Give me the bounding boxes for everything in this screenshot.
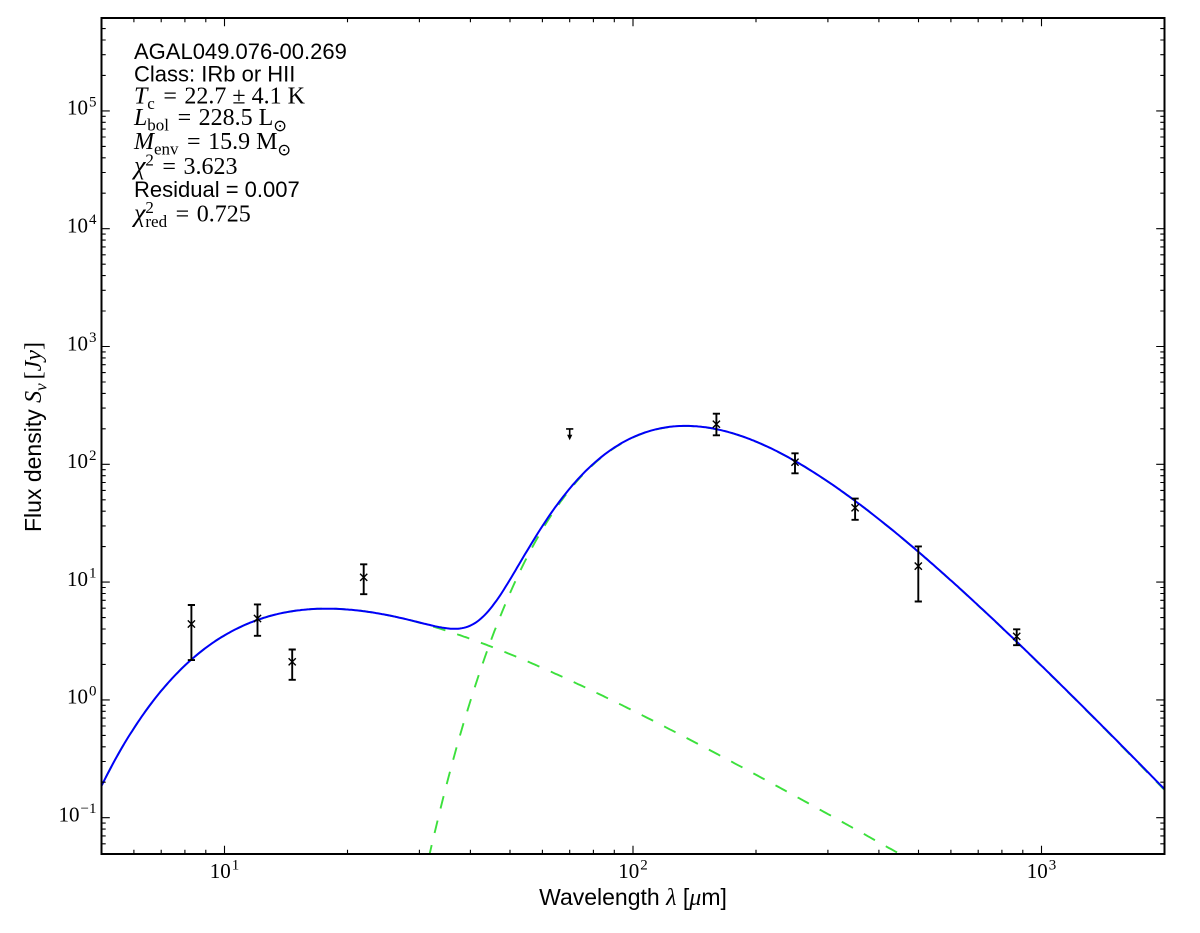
svg-text:Tc=22.7 ± 4.1 K: Tc = 22.7 ± 4.1 K bbox=[134, 84, 306, 114]
svg-text:101: 101 bbox=[210, 857, 240, 883]
svg-text:Residual = 0.007: Residual = 0.007 bbox=[134, 177, 300, 202]
svg-text:10−1: 10−1 bbox=[59, 801, 97, 826]
svg-text:χ2=3.623: χ2 = 3.623 bbox=[131, 151, 238, 181]
svg-text:101: 101 bbox=[67, 566, 97, 591]
svg-text:Lbol=228.5 L: Lbol = 228.5 L bbox=[133, 105, 273, 135]
svg-text:103: 103 bbox=[67, 330, 97, 355]
svg-text:103: 103 bbox=[1027, 857, 1057, 883]
svg-text:100: 100 bbox=[67, 683, 97, 708]
svg-text:AGAL049.076-00.269: AGAL049.076-00.269 bbox=[134, 39, 347, 64]
svg-text:Class: IRb or HII: Class: IRb or HII bbox=[134, 61, 295, 86]
svg-text:Menv=15.9 M: Menv = 15.9 M bbox=[133, 129, 277, 159]
svg-text:102: 102 bbox=[618, 857, 648, 883]
svg-text:105: 105 bbox=[67, 94, 97, 119]
svg-text:Flux densitySν[Jy]: Flux densitySν[Jy] bbox=[20, 342, 51, 532]
svg-text:104: 104 bbox=[67, 212, 97, 237]
svg-text:102: 102 bbox=[67, 448, 97, 473]
